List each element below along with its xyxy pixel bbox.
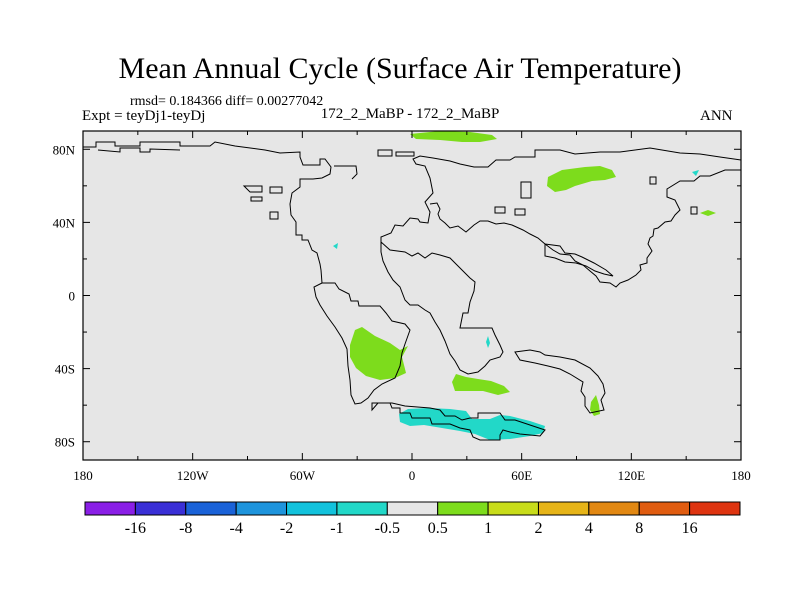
colorbar-label: 2 [534, 520, 542, 537]
y-tick-label: 80S [55, 435, 75, 450]
coast-africa [380, 240, 504, 375]
x-tick-label: 180 [73, 468, 93, 483]
colorbar-label: -8 [179, 520, 192, 537]
center-label: 172_2_MaBP - 172_2_MaBP [320, 106, 500, 122]
colorbar-label: -4 [229, 520, 242, 537]
coast-islands-east [494, 176, 698, 216]
colorbar-label: -16 [125, 520, 146, 537]
colorbar-box [537, 501, 590, 516]
y-tick-label: 0 [69, 289, 76, 304]
colorbar-label: -2 [280, 520, 293, 537]
x-tick-label: 60W [290, 468, 316, 483]
colorbar [84, 501, 741, 516]
colorbar-box [185, 501, 237, 516]
colorbar-box [689, 501, 741, 516]
x-tick-label: 60E [511, 468, 532, 483]
colorbar-label: 1 [484, 520, 492, 537]
map-background [83, 131, 741, 460]
colorbar-box [437, 501, 489, 516]
stats-line: rmsd= 0.184366 diff= 0.00277042 [130, 94, 324, 109]
anomaly-east-pacific-dot [692, 170, 699, 176]
coast-south-america [313, 282, 411, 405]
colorbar-label: 8 [635, 520, 643, 537]
colorbar-label: 16 [682, 520, 698, 537]
colorbar-label: -0.5 [375, 520, 400, 537]
colorbar-box [588, 501, 640, 516]
colorbar-box [286, 501, 338, 516]
anomaly-east-of-india [590, 395, 600, 416]
y-tick-label: 80N [53, 142, 76, 157]
colorbar-box [235, 501, 288, 516]
anomaly-equatorial-africa-dot [486, 336, 490, 348]
anomaly-southern-south-america [350, 327, 408, 380]
season-label: ANN [700, 108, 733, 124]
anomaly-southern-africa-ocean [452, 374, 510, 395]
x-tick-label: 120W [177, 468, 210, 483]
coast-asia-east-inlets [544, 243, 614, 277]
axis-ticks [82, 131, 742, 460]
coast-greenland-arctic [97, 147, 358, 180]
colorbar-label: 4 [585, 520, 593, 537]
colorbar-box [84, 501, 136, 516]
x-tick-label: 0 [409, 468, 416, 483]
continent-outlines [83, 141, 742, 441]
y-tick-label: 40S [55, 362, 75, 377]
colorbar-label: -1 [330, 520, 343, 537]
anomaly-north-atlantic-dot [333, 243, 338, 249]
colorbar-labels: -16 -8 -4 -2 -1 -0.5 0.5 1 2 4 8 16 [125, 520, 698, 537]
figure-title: Mean Annual Cycle (Surface Air Temperatu… [118, 52, 682, 85]
anomaly-northern-siberia [547, 166, 616, 192]
colorbar-label: 0.5 [428, 520, 448, 537]
colorbar-box [336, 501, 388, 516]
coast-southeast-asia [514, 349, 606, 414]
coast-antarctica [371, 402, 546, 441]
colorbar-box [134, 501, 187, 516]
colorbar-box [638, 501, 691, 516]
x-tick-label: 120E [618, 468, 646, 483]
axis-tick-labels: 180 120W 60W 0 60E 120E 180 80N 40N 0 40S 80S [53, 142, 751, 483]
y-tick-label: 40N [53, 215, 76, 230]
anomaly-arctic-north-of-europe [410, 131, 497, 142]
x-tick-label: 180 [731, 468, 751, 483]
coast-north-america [83, 141, 369, 307]
anomaly-east-asia-coast [700, 210, 716, 216]
experiment-label: Expt = teyDj1-teyDj [82, 108, 206, 124]
anomaly-patches-positive [350, 131, 716, 416]
coast-islands-west [242, 149, 415, 220]
colorbar-box [386, 501, 439, 516]
colorbar-box [487, 501, 539, 516]
coast-eurasia [380, 147, 742, 288]
